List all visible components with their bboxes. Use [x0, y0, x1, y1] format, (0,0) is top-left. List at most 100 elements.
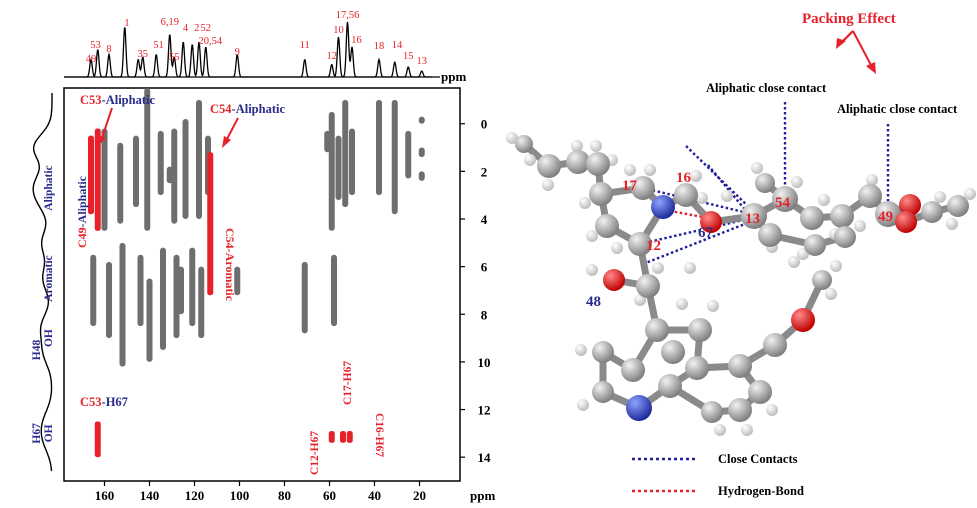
y-tick-label-0: 0	[481, 117, 488, 132]
peak-label-6: 55	[169, 52, 180, 63]
hydrogen-atom-3	[571, 140, 583, 152]
y-tick-label-8: 8	[481, 307, 488, 322]
peak-label-15: 10	[333, 25, 344, 36]
cross-peak-grey-6	[137, 254, 144, 327]
cross-peak-red-6	[346, 430, 353, 443]
hydrogen-atom-21	[946, 218, 958, 230]
oxygen-atom-17	[899, 194, 921, 216]
cross-peaks	[88, 88, 425, 458]
svg-text:C17-H67: C17-H67	[342, 361, 354, 405]
peak-label-3: 1	[124, 18, 129, 29]
hydrogen-atom-22	[964, 188, 976, 200]
hydrogen-atom-23	[652, 262, 664, 274]
projection-label-1: Aromatic	[43, 255, 55, 301]
carbon-atom-1	[537, 154, 561, 178]
annotation-c54-atom: C54	[210, 102, 232, 116]
svg-text:C12-H67: C12-H67	[309, 431, 321, 475]
cross-peak-red-2	[207, 152, 214, 296]
hydrogen-atom-32	[825, 288, 837, 300]
annotation-c54-aliphatic: C54-Aliphatic	[210, 102, 285, 148]
x-axis: 160 140 120 100 80 60 40 20	[95, 481, 426, 503]
cross-peak-grey-30	[405, 130, 412, 179]
arrow-c54	[225, 117, 239, 142]
carbon-atom-5	[595, 214, 619, 238]
atom-label-54: 54	[775, 195, 791, 211]
annotation-c53-h67: C53-H67	[80, 395, 128, 409]
annotation-c53h67-type: -H67	[102, 395, 128, 409]
peak-label-5: 51	[153, 40, 164, 51]
hydrogen-atom-16	[818, 194, 830, 206]
hydrogen-atom-29	[766, 404, 778, 416]
svg-text:C53-Aliphatic: C53-Aliphatic	[80, 93, 155, 107]
projection-label-5: H67	[31, 423, 43, 444]
carbon-atom-7	[631, 176, 655, 200]
cross-peak-grey-3	[117, 142, 124, 224]
hydrogen-atom-0	[506, 132, 518, 144]
cross-peak-grey-9	[157, 130, 164, 196]
carbon-atom-20	[947, 195, 969, 217]
annotation-c54-arom-type: -Aromatic	[223, 249, 237, 302]
carbon-atom-35	[763, 333, 787, 357]
annotation-c53-type: -Aliphatic	[102, 93, 156, 107]
cross-peak-red-0	[88, 135, 94, 215]
cross-peak-grey-7	[144, 88, 151, 231]
nitrogen-atom-8	[651, 195, 675, 219]
carbon-atom-6	[628, 232, 652, 256]
svg-text:C54-Aromatic: C54-Aromatic	[223, 228, 237, 302]
carbon-atom-24	[621, 358, 645, 382]
cross-peak-grey-14	[178, 266, 184, 315]
oxygen-atom-22	[603, 269, 625, 291]
y-tick-label-6: 6	[481, 260, 488, 275]
svg-text:C49-Aliphatic: C49-Aliphatic	[75, 175, 89, 248]
cross-peak-grey-20	[234, 266, 241, 296]
annotation-c17-atom: C17	[342, 385, 354, 405]
x-tick-label-160: 160	[95, 488, 115, 503]
svg-text:C54-Aliphatic: C54-Aliphatic	[210, 102, 285, 116]
atom-label-16: 16	[676, 170, 692, 186]
carbon-atom-42	[834, 226, 856, 248]
legend-hydrogen-bond-label: Hydrogen-Bond	[718, 484, 804, 498]
hydrogen-atom-19	[854, 220, 866, 232]
carbon-atom-37	[812, 270, 832, 290]
oxygen-atom-10	[700, 211, 722, 233]
cross-peak-red-5	[340, 430, 346, 443]
peak-label-8: 4	[183, 23, 189, 34]
hydrogen-atom-4	[590, 140, 602, 152]
cross-peak-grey-27	[349, 128, 355, 196]
hydrogen-atom-10	[644, 164, 656, 176]
carbon-atom-31	[728, 354, 752, 378]
atom-label-17: 17	[622, 178, 638, 194]
molecule-atoms	[506, 132, 976, 436]
hydrogen-atom-13	[721, 190, 733, 202]
hydrogen-atom-27	[714, 424, 726, 436]
cross-peak-grey-26	[342, 99, 349, 208]
x-tick-label-40: 40	[368, 488, 381, 503]
carbon-atom-40	[804, 234, 826, 256]
peak-label-1: 53	[90, 40, 101, 51]
annotation-c12-type: -H67	[309, 431, 321, 456]
cross-peak-grey-33	[418, 171, 425, 181]
atom-label-49: 49	[878, 209, 893, 225]
cross-peak-grey-23	[328, 111, 335, 231]
annotation-c53h67-atom: C53	[80, 395, 102, 409]
packing-arrow-right-head	[866, 62, 876, 74]
hydrogen-atom-1	[524, 154, 536, 166]
hydrogen-atom-9	[624, 164, 636, 176]
legend-close-contacts-label: Close Contacts	[718, 452, 798, 466]
carbon-atom-14	[830, 204, 854, 228]
carbon-atom-13	[800, 206, 824, 230]
hydrogen-atom-31	[830, 260, 842, 272]
carbon-atom-11	[741, 203, 767, 229]
peak-label-21: 13	[417, 56, 428, 67]
oxygen-atom-18	[895, 211, 917, 233]
top-spectrum-peak-labels: 49 53 8 1 35 51 55 6,19 4 2 52 20,54 9 11 12 10 17,56 16 1…	[86, 10, 427, 67]
svg-text:C53-H67: C53-H67	[80, 395, 128, 409]
hydrogen-atom-20	[934, 191, 946, 203]
hydrogen-atom-38	[684, 262, 696, 274]
peak-label-20: 15	[403, 51, 414, 62]
y-axis: 0 2 4 6 8 10 12 14	[460, 117, 491, 465]
x-tick-label-140: 140	[140, 488, 160, 503]
peak-label-13: 11	[300, 40, 310, 51]
annotation-c54-type: -Aliphatic	[232, 102, 286, 116]
arrowhead-c53	[97, 135, 106, 147]
